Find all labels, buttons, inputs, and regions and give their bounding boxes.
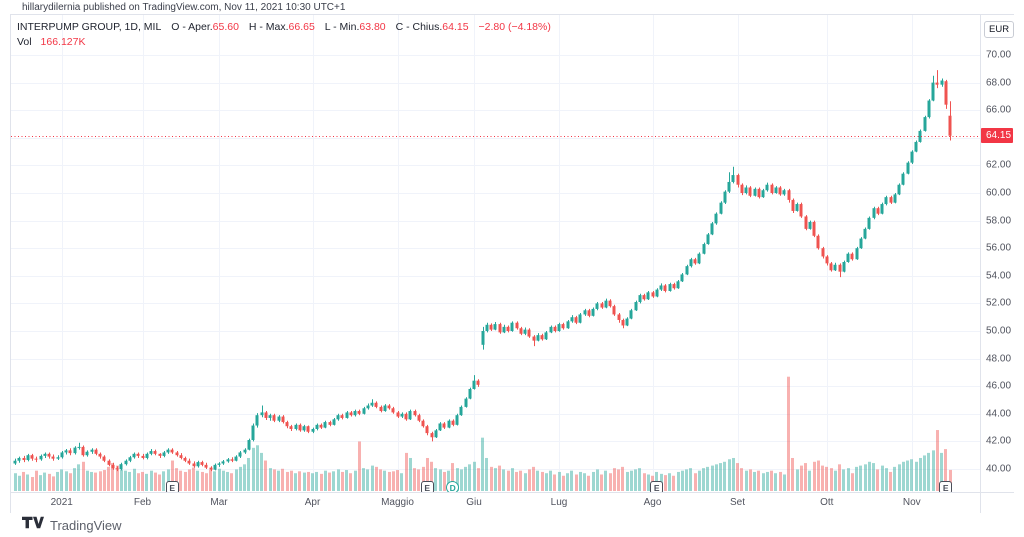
price-tick-label: 42.00 [986,435,1012,447]
publish-attribution: hillarydilernia published on TradingView… [22,2,346,13]
legend-volume-row: Vol 166.127K [17,35,558,50]
earnings-marker[interactable]: E [420,481,434,492]
symbol-legend: INTERPUMP GROUP, 1D, MIL O - Aper.65.60 … [17,20,558,50]
tradingview-brand[interactable]: TradingView [22,516,122,534]
time-tick-label: Set [729,497,746,508]
price-tick-label: 48.00 [986,353,1012,365]
time-axis[interactable]: 2021 Feb Mar Apr Maggio Giu Lug Ago Set Ott Nov [11,492,980,513]
price-tick-label: 44.00 [986,408,1012,420]
candlestick-volume-canvas[interactable] [11,15,980,492]
time-tick-label: Apr [304,497,321,508]
tradingview-brand-text[interactable]: TradingView [50,517,122,533]
price-axis[interactable]: EUR 70.00 68.00 66.00 62.00 60.00 58.00 56.00 5… [980,15,1015,492]
time-tick-label: Mar [210,497,228,508]
price-tick-label: 68.00 [986,77,1012,89]
price-tick-label: 62.00 [986,159,1012,171]
symbol-title: INTERPUMP GROUP, 1D, MIL [17,21,162,33]
price-tick-label: 60.00 [986,187,1012,199]
legend-open: O - Aper.65.60 [171,21,239,33]
price-tick-label: 66.00 [986,104,1012,116]
chart-frame: INTERPUMP GROUP, 1D, MIL O - Aper.65.60 … [10,14,1015,513]
dividend-marker[interactable]: D [446,481,460,492]
time-tick-label: Feb [133,497,152,508]
earnings-marker[interactable]: E [650,481,664,492]
price-tick-label: 50.00 [986,325,1012,337]
time-tick-label: Ago [643,497,662,508]
earnings-marker[interactable]: E [939,481,953,492]
legend-low: L - Min.63.80 [324,21,386,33]
time-tick-label: 2021 [50,497,73,508]
price-tick-label: 58.00 [986,215,1012,227]
legend-change: −2.80 (−4.18%) [478,21,551,33]
last-price-label: 64.15 [981,128,1013,144]
volume-value: 166.127K [40,36,86,48]
price-tick-label: 54.00 [986,270,1012,282]
chart-plot-area[interactable]: INTERPUMP GROUP, 1D, MIL O - Aper.65.60 … [11,15,980,492]
time-tick-label: Nov [902,497,921,508]
price-tick-label: 52.00 [986,297,1012,309]
legend-high: H - Max.66.65 [248,21,315,33]
price-tick-label: 70.00 [986,49,1012,61]
time-tick-label: Giu [466,497,482,508]
volume-label: Vol [17,36,32,48]
time-tick-label: Ott [820,497,834,508]
tradingview-logo-icon[interactable] [22,516,44,534]
time-tick-label: Maggio [381,497,414,508]
time-tick-label: Lug [550,497,568,508]
legend-close: C - Chius.64.15 [395,21,469,33]
legend-ohlc-row: INTERPUMP GROUP, 1D, MIL O - Aper.65.60 … [17,20,558,35]
currency-badge: EUR [984,21,1015,38]
price-tick-label: 40.00 [986,463,1012,475]
axis-corner [980,492,1014,513]
price-tick-label: 56.00 [986,242,1012,254]
earnings-marker[interactable]: E [165,481,179,492]
price-tick-label: 46.00 [986,380,1012,392]
